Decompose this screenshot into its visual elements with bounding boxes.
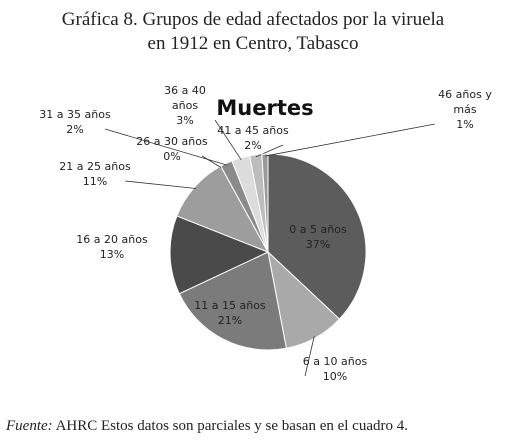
slice-label: 36 a 40 años <box>164 84 206 112</box>
pie-slice <box>178 251 287 351</box>
slice-label: 0 a 5 años <box>289 223 347 236</box>
leader-line <box>104 128 228 166</box>
leader-line <box>201 155 222 169</box>
leader-line <box>255 144 284 158</box>
slice-label: 6 a 10 años <box>303 355 368 368</box>
slice-label: 11 a 15 años <box>194 299 266 312</box>
chart-title: Muertes <box>216 96 313 120</box>
leader-line <box>214 119 242 161</box>
leader-line <box>264 123 436 157</box>
value-label: 21% <box>218 314 242 327</box>
pie-slice <box>169 215 270 295</box>
value-label: 13% <box>100 248 124 261</box>
slice-label: 26 a 30 años <box>136 135 208 148</box>
title: en 1912 en Centro, Tabasco <box>148 33 359 54</box>
value-label: 37% <box>306 238 330 251</box>
title: Gráfica 8. Grupos de edad afectados por … <box>62 9 445 30</box>
source-label: Fuente: <box>5 418 53 434</box>
slice-label: 41 a 45 años <box>217 124 289 137</box>
slice-label: 46 años y más <box>438 88 492 116</box>
leader-line <box>304 336 315 377</box>
source-text: AHRC Estos datos son parciales y se basa… <box>56 418 408 434</box>
value-label: 2% <box>66 123 83 136</box>
value-label: 3% <box>176 114 193 127</box>
value-label: 10% <box>323 370 347 383</box>
source: Fuente: AHRC Estos datos son parciales y… <box>5 418 408 434</box>
slice-label: 21 a 25 años <box>59 160 131 173</box>
pie-slice <box>267 153 367 320</box>
value-label: 11% <box>83 175 107 188</box>
value-label: 1% <box>456 118 473 131</box>
slice-label: 16 a 20 años <box>76 233 148 246</box>
pie-slice <box>261 153 269 253</box>
value-label: 0% <box>163 150 180 163</box>
value-label: 2% <box>244 139 261 152</box>
leader-line <box>124 180 197 189</box>
slice-label: 31 a 35 años <box>39 108 111 121</box>
